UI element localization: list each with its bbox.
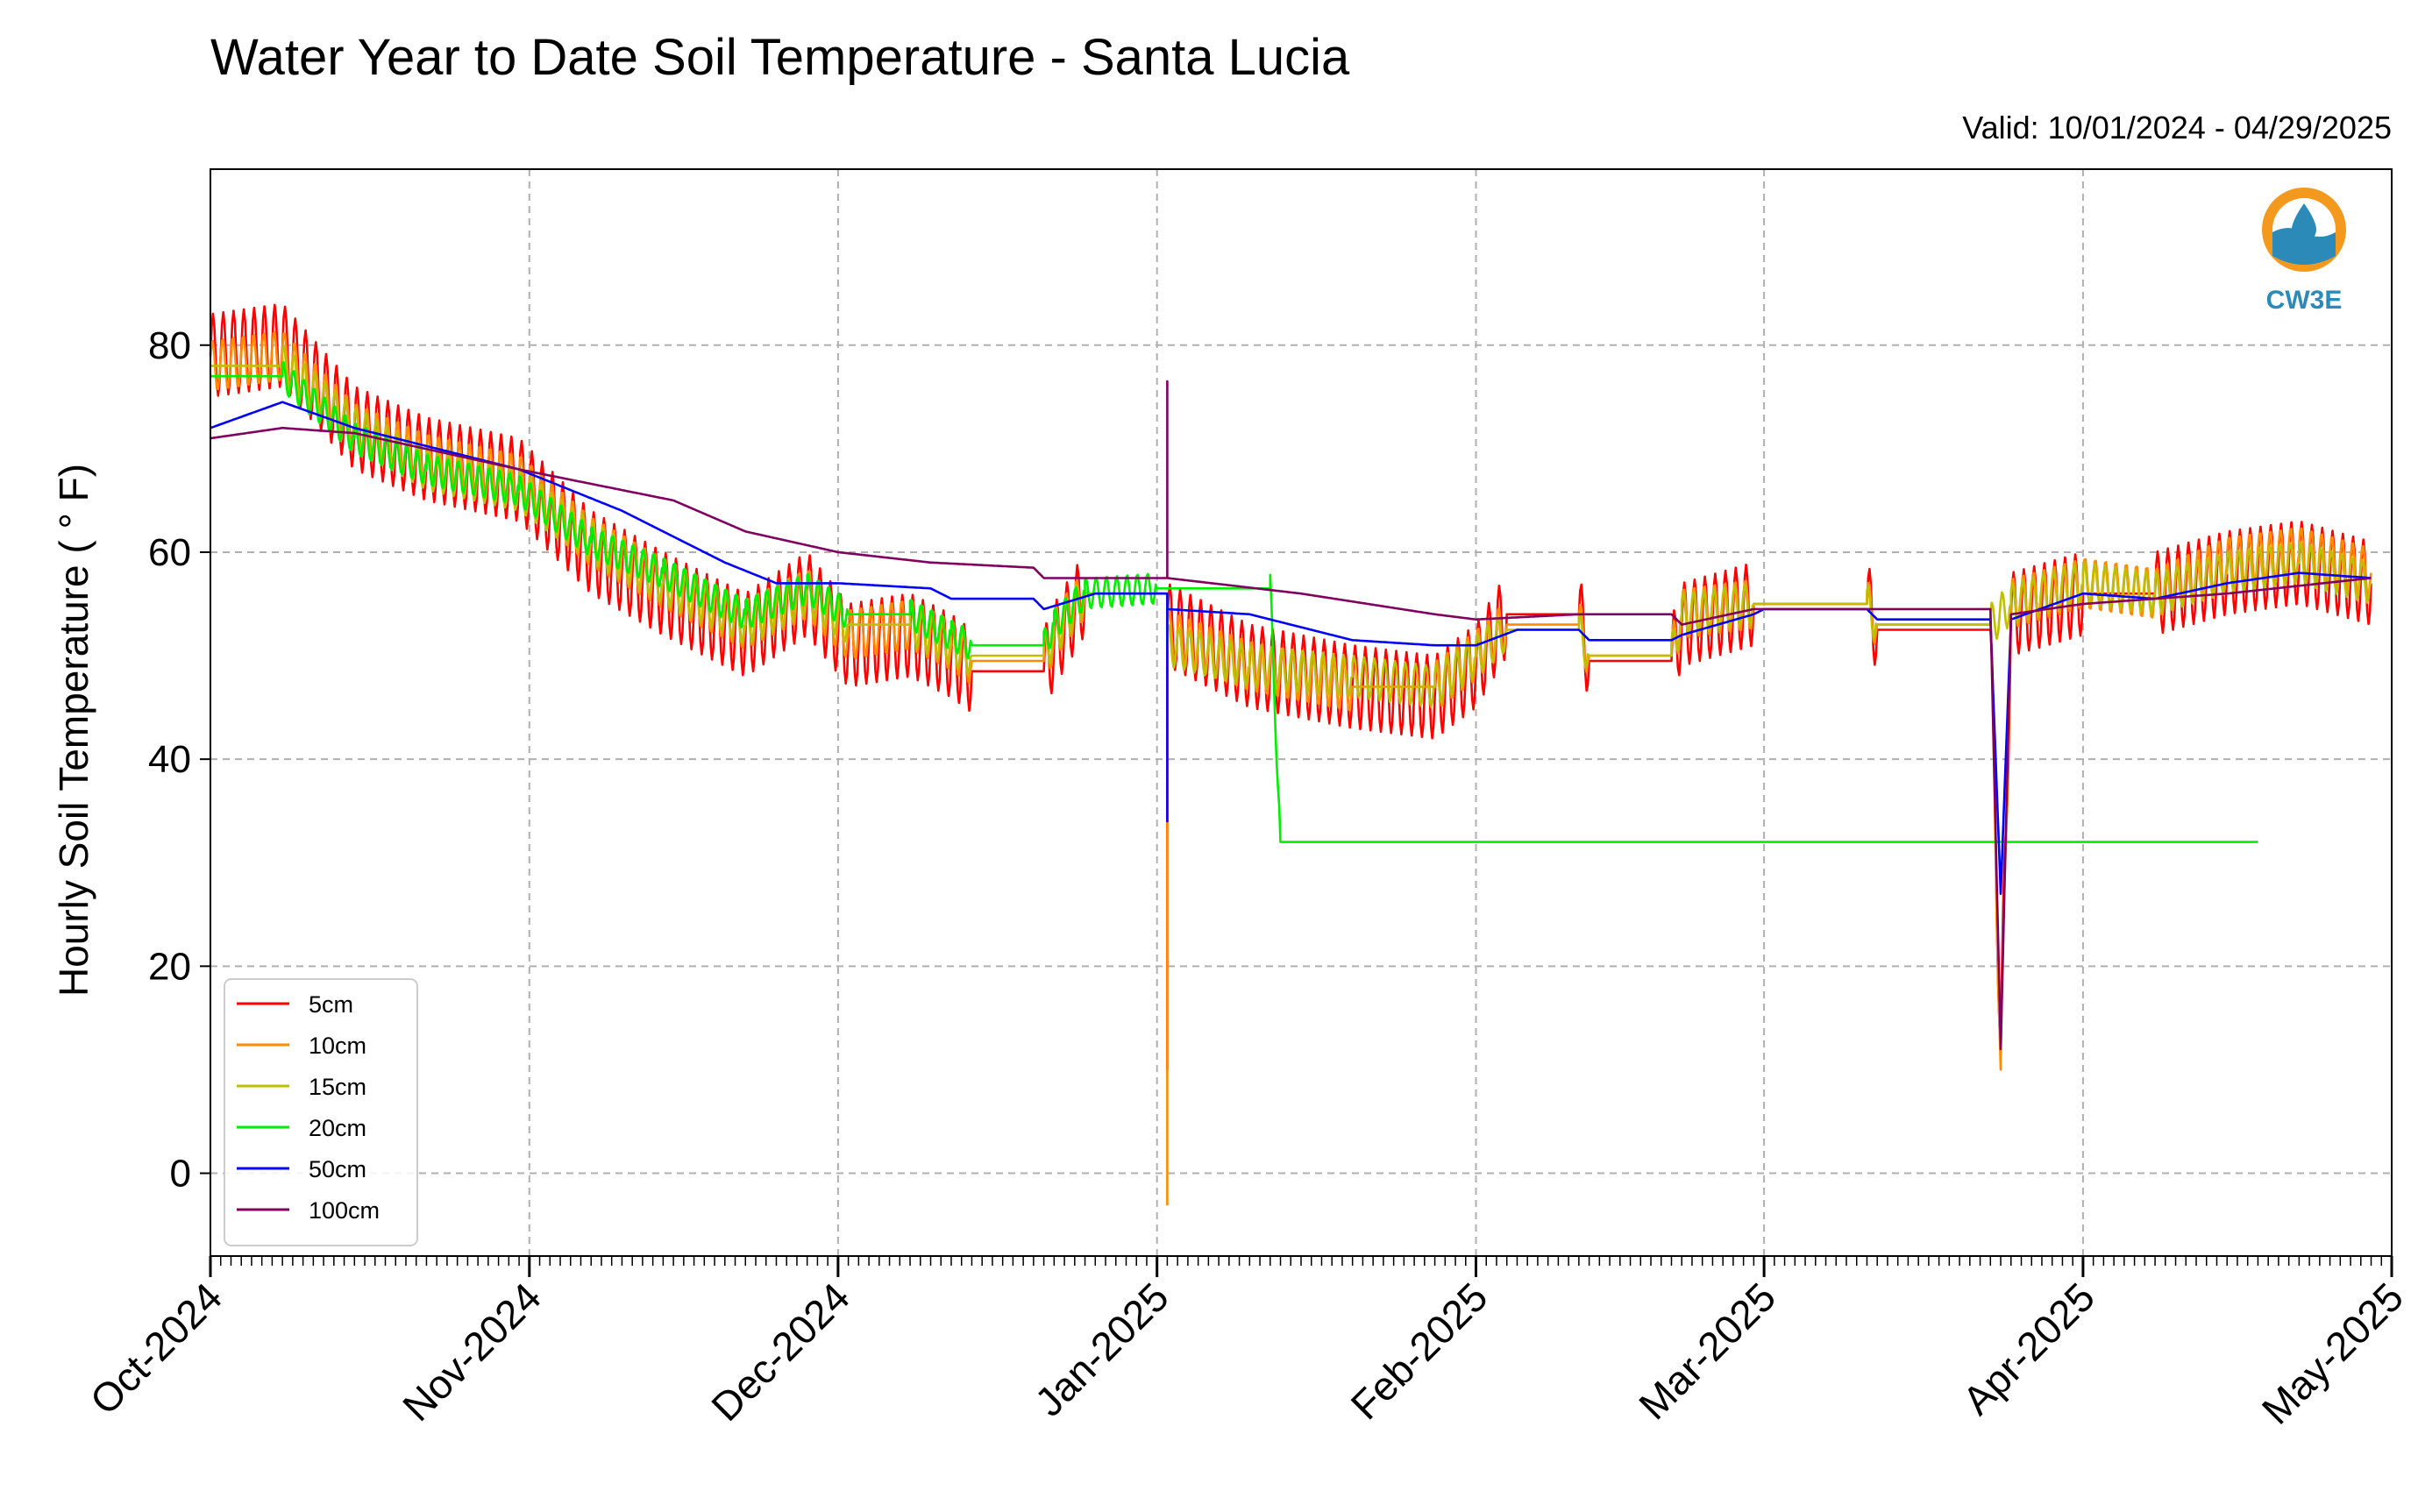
legend-label: 15cm: [309, 1074, 366, 1100]
grid: [210, 169, 2393, 1256]
plot-frame: [210, 168, 2393, 1257]
x-tick-label: Jan-2025: [1026, 1274, 1177, 1424]
x-tick-label: Apr-2025: [1953, 1274, 2103, 1423]
series-line-50cm: [210, 401, 2372, 895]
series-layer: [209, 303, 2372, 1206]
series-line-15cm: [210, 344, 2372, 708]
y-tick-label: 80: [148, 324, 191, 367]
chart-subtitle: Valid: 10/01/2024 - 04/29/2025: [1962, 110, 2392, 146]
cw3e-logo: CW3E: [2262, 188, 2346, 315]
x-tick-label: Mar-2025: [1630, 1274, 1784, 1428]
x-tick-label: Oct-2024: [82, 1274, 231, 1423]
x-tick-label: Dec-2024: [702, 1274, 858, 1430]
y-tick-label: 60: [148, 531, 191, 574]
logo-drop-icon: [2292, 203, 2316, 242]
y-axis-label: Hourly Soil Temperature ( ° F): [51, 464, 96, 997]
x-tick-label: Nov-2024: [394, 1274, 550, 1430]
legend: 5cm 10cm 15cm 20cm 50cm 100cm: [224, 978, 418, 1246]
logo-text: CW3E: [2266, 286, 2343, 315]
legend-label: 5cm: [309, 991, 353, 1018]
y-tick-label: 20: [148, 945, 191, 988]
y-tick-label: 0: [170, 1153, 191, 1196]
series-line-100cm: [210, 380, 2372, 1051]
series-line-5cm: [209, 303, 2372, 1071]
legend-label: 50cm: [309, 1156, 366, 1182]
legend-label: 10cm: [309, 1033, 366, 1059]
series-line-10cm: [209, 330, 2372, 1206]
series-line-20cm: [210, 361, 2258, 843]
legend-label: 100cm: [309, 1197, 380, 1224]
logo-water-icon: [2272, 228, 2336, 265]
x-tick-label: Feb-2025: [1342, 1274, 1497, 1428]
axes: 0 20 40 60 80 Oct-2024 Nov-2024 Dec-2024 Jan-202…: [82, 324, 2413, 1433]
chart-title: Water Year to Date Soil Temperature - Sa…: [210, 29, 1350, 86]
y-tick-label: 40: [148, 738, 191, 781]
x-tick-label: May-2025: [2253, 1274, 2412, 1432]
legend-label: 20cm: [309, 1115, 366, 1141]
